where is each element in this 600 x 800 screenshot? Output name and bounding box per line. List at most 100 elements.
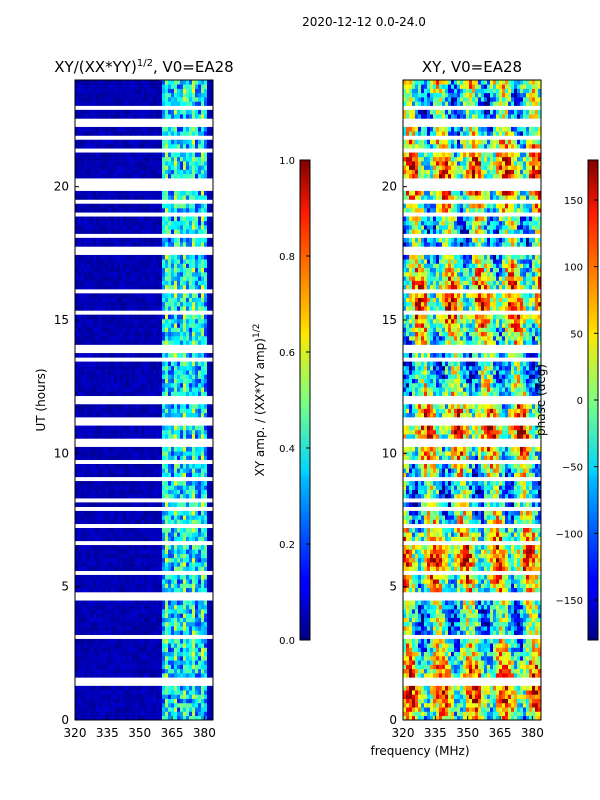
heatmap-cell (195, 685, 199, 691)
heatmap-cell (81, 280, 85, 286)
heatmap-cell (189, 361, 193, 367)
heatmap-cell (177, 387, 181, 392)
heatmap-cell (117, 225, 121, 230)
heatmap-cell (150, 617, 154, 623)
heatmap-cell (105, 190, 109, 196)
heatmap-cell (183, 412, 187, 418)
heatmap-cell (186, 382, 190, 388)
heatmap-cell (138, 429, 142, 435)
heatmap-cell (105, 489, 109, 495)
heatmap-cell (135, 387, 139, 392)
heatmap-cell (201, 237, 205, 243)
heatmap-cell (177, 515, 181, 520)
heatmap-cell (156, 557, 160, 563)
heatmap-cell (78, 374, 82, 379)
heatmap-cell (168, 301, 172, 307)
heatmap-cell (177, 280, 181, 286)
heatmap-cell (75, 144, 79, 149)
heatmap-cell (168, 604, 172, 610)
heatmap-cell (138, 660, 142, 665)
heatmap-cell (180, 481, 184, 486)
heatmap-cell (105, 225, 109, 230)
heatmap-cell (153, 519, 157, 525)
heatmap-cell (168, 139, 172, 145)
heatmap-cell (183, 374, 187, 379)
heatmap-cell (96, 502, 100, 507)
heatmap-cell (189, 464, 193, 469)
heatmap-cell (156, 259, 160, 264)
heatmap-cell (105, 229, 109, 234)
heatmap-cell (120, 557, 124, 563)
heatmap-cell (147, 208, 151, 213)
heatmap-cell (150, 323, 154, 328)
heatmap-cell (78, 254, 82, 260)
heatmap-cell (207, 532, 211, 537)
heatmap-cell (117, 604, 121, 610)
heatmap-cell (129, 408, 133, 414)
heatmap-cell (207, 331, 211, 337)
heatmap-cell (168, 408, 172, 414)
heatmap-cell (84, 408, 88, 414)
heatmap-cell (198, 263, 202, 269)
heatmap-cell (126, 301, 130, 307)
heatmap-cell (93, 668, 97, 674)
heatmap-cell (177, 549, 181, 554)
heatmap-cell (147, 391, 151, 397)
heatmap-cell (138, 549, 142, 554)
heatmap-cell (132, 545, 136, 550)
heatmap-cell (165, 472, 169, 478)
heatmap-cell (117, 557, 121, 563)
heatmap-cell (171, 374, 175, 379)
heatmap-cell (132, 284, 136, 290)
heatmap-cell (183, 216, 187, 222)
heatmap-cell (90, 643, 94, 648)
heatmap-cell (93, 579, 97, 584)
heatmap-cell (162, 673, 166, 678)
heatmap-cell (75, 216, 79, 222)
heatmap-cell (75, 485, 79, 490)
heatmap-cell (114, 306, 118, 311)
heatmap-cell (198, 638, 202, 644)
heatmap-cell (105, 237, 109, 243)
heatmap-cell (171, 382, 175, 388)
heatmap-cell (81, 502, 85, 507)
heatmap-cell (135, 259, 139, 264)
heatmap-cell (162, 656, 166, 661)
heatmap-cell (90, 451, 94, 456)
heatmap-cell (147, 190, 151, 196)
heatmap-cell (204, 242, 208, 247)
heatmap-cell (147, 493, 151, 499)
heatmap-cell (87, 340, 91, 345)
heatmap-cell (117, 673, 121, 678)
heatmap-cell (198, 600, 202, 606)
heatmap-cell (108, 190, 112, 196)
heatmap-cell (147, 664, 151, 670)
heatmap-cell (81, 165, 85, 170)
heatmap-cell (192, 515, 196, 520)
heatmap-cell (75, 370, 79, 375)
heatmap-cell (147, 707, 151, 712)
heatmap-cell (138, 254, 142, 260)
heatmap-cell (207, 237, 211, 243)
heatmap-cell (183, 549, 187, 554)
heatmap-cell (189, 353, 193, 358)
heatmap-cell (129, 510, 133, 516)
heatmap-cell (147, 374, 151, 379)
heatmap-cell (117, 621, 121, 627)
heatmap-cell (168, 173, 172, 179)
heatmap-cell (93, 284, 97, 290)
heatmap-cell (138, 664, 142, 670)
heatmap-cell (93, 336, 97, 341)
heatmap-cell (111, 169, 115, 175)
heatmap-cell (204, 225, 208, 230)
heatmap-cell (75, 284, 79, 290)
heatmap-cell (105, 656, 109, 661)
heatmap-cell (126, 276, 130, 281)
heatmap-cell (138, 263, 142, 269)
heatmap-cell (189, 391, 193, 397)
heatmap-cell (204, 408, 208, 414)
heatmap-cell (138, 225, 142, 230)
heatmap-cell (111, 673, 115, 678)
heatmap-cell (120, 254, 124, 260)
heatmap-cell (117, 528, 121, 533)
